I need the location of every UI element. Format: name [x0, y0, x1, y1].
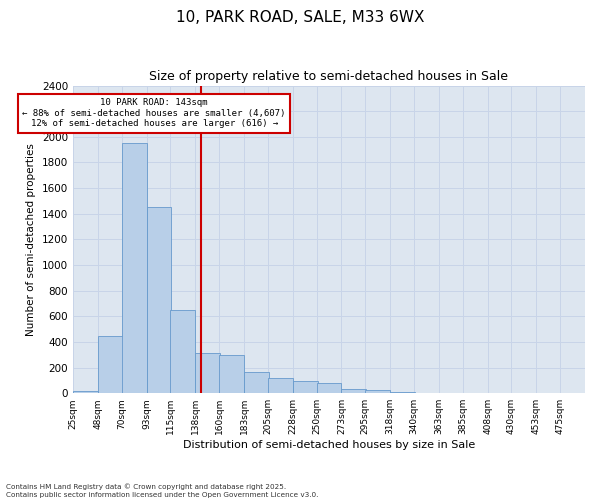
Bar — [219, 355, 244, 393]
Bar — [244, 372, 269, 393]
Bar — [317, 383, 341, 393]
Bar — [365, 390, 390, 393]
Bar — [122, 143, 146, 393]
Bar — [390, 392, 415, 393]
Text: 10, PARK ROAD, SALE, M33 6WX: 10, PARK ROAD, SALE, M33 6WX — [176, 10, 424, 25]
Bar — [170, 310, 195, 393]
Bar — [98, 336, 123, 393]
Bar — [73, 390, 98, 393]
Bar — [341, 388, 367, 393]
Bar — [195, 354, 220, 393]
Title: Size of property relative to semi-detached houses in Sale: Size of property relative to semi-detach… — [149, 70, 508, 83]
Bar — [146, 208, 172, 393]
Bar — [268, 378, 293, 393]
Bar — [293, 381, 317, 393]
Text: 10 PARK ROAD: 143sqm
← 88% of semi-detached houses are smaller (4,607)
12% of se: 10 PARK ROAD: 143sqm ← 88% of semi-detac… — [22, 98, 286, 128]
Y-axis label: Number of semi-detached properties: Number of semi-detached properties — [26, 143, 36, 336]
X-axis label: Distribution of semi-detached houses by size in Sale: Distribution of semi-detached houses by … — [183, 440, 475, 450]
Text: Contains HM Land Registry data © Crown copyright and database right 2025.
Contai: Contains HM Land Registry data © Crown c… — [6, 484, 319, 498]
